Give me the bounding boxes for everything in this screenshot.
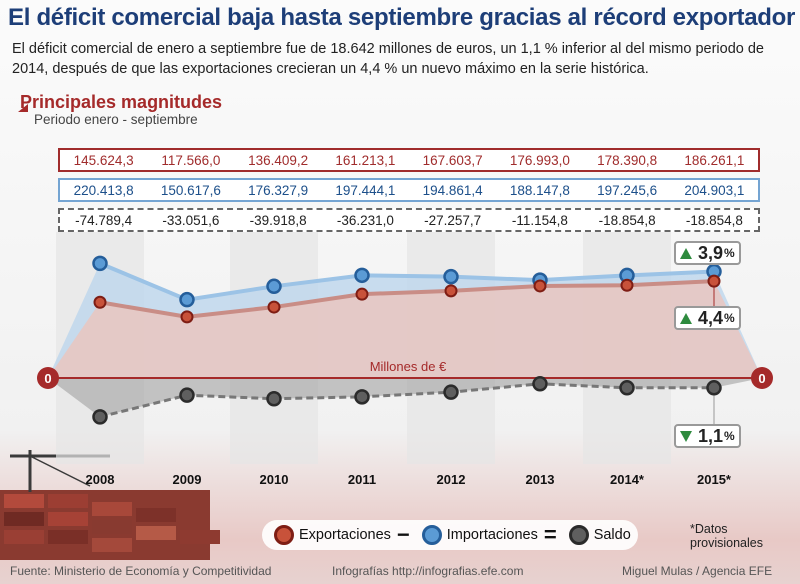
exportaciones-point: [180, 310, 194, 324]
saldo-point: [92, 409, 108, 425]
saldo-point: [706, 380, 722, 396]
imp-value: 204.903,1: [684, 182, 745, 198]
x-tick-label: 2011: [347, 472, 377, 487]
exp-value: 186.261,1: [684, 152, 745, 168]
saldo-point: [532, 376, 548, 392]
legend-exportaciones-label: Exportaciones: [299, 527, 391, 543]
saldo-value: -36.231,0: [336, 212, 394, 228]
exportaciones-line: [99, 279, 715, 319]
provisional-note: *Datos provisionales: [690, 522, 763, 550]
x-tick-label: 2010: [259, 472, 289, 487]
exp-value: 178.390,8: [597, 152, 658, 168]
exp-value: 161.213,1: [335, 152, 396, 168]
container-ship-illustration: [0, 450, 220, 560]
x-tick-label: 2013: [525, 472, 555, 487]
imp-value: 197.245,6: [597, 182, 658, 198]
legend-saldo-icon: [568, 525, 589, 545]
exp-value: 136.409,2: [248, 152, 309, 168]
saldo-value: -18.854,8: [598, 212, 656, 228]
import-change-unit: %: [724, 246, 735, 260]
page-title: El déficit comercial baja hasta septiemb…: [8, 4, 796, 31]
saldo-change-badge: 1,1%: [674, 424, 741, 448]
imp-value: 150.617,6: [160, 182, 221, 198]
export-change-unit: %: [724, 311, 735, 325]
saldo-point: [443, 384, 459, 400]
saldo-change-value: 1,1: [698, 425, 724, 446]
footer-infografias-link[interactable]: Infografías http://infografias.efe.com: [332, 564, 524, 578]
exp-value: 145.624,3: [73, 152, 134, 168]
exportaciones-point: [620, 278, 634, 292]
x-tick-label: 2009: [172, 472, 202, 487]
imp-value: 220.413,8: [73, 182, 134, 198]
saldo-value: -27.257,7: [424, 212, 482, 228]
section-title: Principales magnitudes: [20, 92, 223, 112]
zero-marker-right: [751, 367, 773, 389]
footer-source: Fuente: Ministerio de Economía y Competi…: [10, 564, 272, 578]
saldo-value: -39.918,8: [249, 212, 307, 228]
arrow-up-icon: [680, 247, 692, 259]
saldo-value: -33.051,6: [162, 212, 220, 228]
import-change-value: 3,9: [698, 242, 724, 263]
saldo-point: [179, 387, 195, 403]
x-tick-label: 2014*: [610, 472, 644, 487]
legend-exportaciones-icon: [274, 525, 294, 545]
exportaciones-point: [444, 284, 458, 298]
saldo-value: -74.789,4: [75, 212, 133, 228]
exportaciones-point: [355, 287, 369, 301]
saldo-value: -18.854,8: [685, 212, 743, 228]
y-unit-label: Millones de €: [370, 359, 447, 374]
exportaciones-point: [267, 300, 281, 314]
export-change-value: 4,4: [698, 307, 724, 328]
exp-value: 176.993,0: [509, 152, 570, 168]
footer-author: Miguel Mulas / Agencia EFE: [622, 564, 773, 578]
equals-icon: =: [543, 522, 557, 547]
exp-value: 167.603,7: [422, 152, 483, 168]
saldo-point: [619, 380, 635, 396]
section-triangle-icon: [18, 104, 28, 112]
zero-marker-left-label: 0: [44, 371, 51, 386]
exportaciones-point: [93, 295, 107, 309]
imp-value: 197.444,1: [335, 182, 396, 198]
zero-marker-right-label: 0: [758, 371, 765, 386]
saldo-line: [99, 382, 714, 419]
x-tick-label: 2008: [85, 472, 115, 487]
arrow-down-icon: [680, 430, 692, 442]
x-tick-label: 2012: [436, 472, 466, 487]
imp-value: 188.147,8: [509, 182, 570, 198]
exportaciones-point: [533, 279, 547, 293]
exportaciones-values-row: 145.624,3 117.566,0 136.409,2 161.213,1 …: [58, 148, 760, 172]
x-tick-label: 2015*: [697, 472, 731, 487]
page-subtitle: El déficit comercial de enero a septiemb…: [12, 41, 764, 77]
zero-marker-left: [37, 367, 59, 389]
exp-value: 117.566,0: [161, 152, 221, 168]
chart-legend: Exportaciones − Importaciones = Saldo: [262, 520, 638, 550]
importaciones-point: [92, 255, 108, 272]
legend-importaciones-icon: [421, 525, 442, 545]
importaciones-line: [99, 261, 715, 302]
saldo-values-row: -74.789,4 -33.051,6 -39.918,8 -36.231,0 …: [58, 208, 760, 232]
imp-value: 176.327,9: [248, 182, 309, 198]
importaciones-point: [354, 267, 370, 284]
import-change-badge: 3,9%: [674, 241, 741, 265]
saldo-value: -11.154,8: [511, 212, 568, 228]
importaciones-values-row: 220.413,8 150.617,6 176.327,9 197.444,1 …: [58, 178, 760, 202]
exportaciones-point: [707, 274, 721, 288]
legend-saldo-label: Saldo: [593, 527, 631, 543]
legend-importaciones-label: Importaciones: [446, 527, 538, 543]
imp-value: 194.861,4: [422, 182, 483, 198]
exportaciones-area: [48, 281, 762, 378]
export-change-badge: 4,4%: [674, 306, 741, 330]
saldo-point: [354, 389, 370, 405]
saldo-change-unit: %: [724, 429, 735, 443]
arrow-up-icon: [680, 312, 692, 324]
importaciones-point: [443, 268, 459, 285]
saldo-point: [266, 391, 282, 407]
minus-icon: −: [396, 522, 410, 547]
section-subtitle: Periodo enero - septiembre: [34, 112, 198, 127]
saldo-area: [48, 378, 762, 417]
importaciones-point: [179, 291, 195, 308]
importaciones-point: [266, 278, 282, 295]
